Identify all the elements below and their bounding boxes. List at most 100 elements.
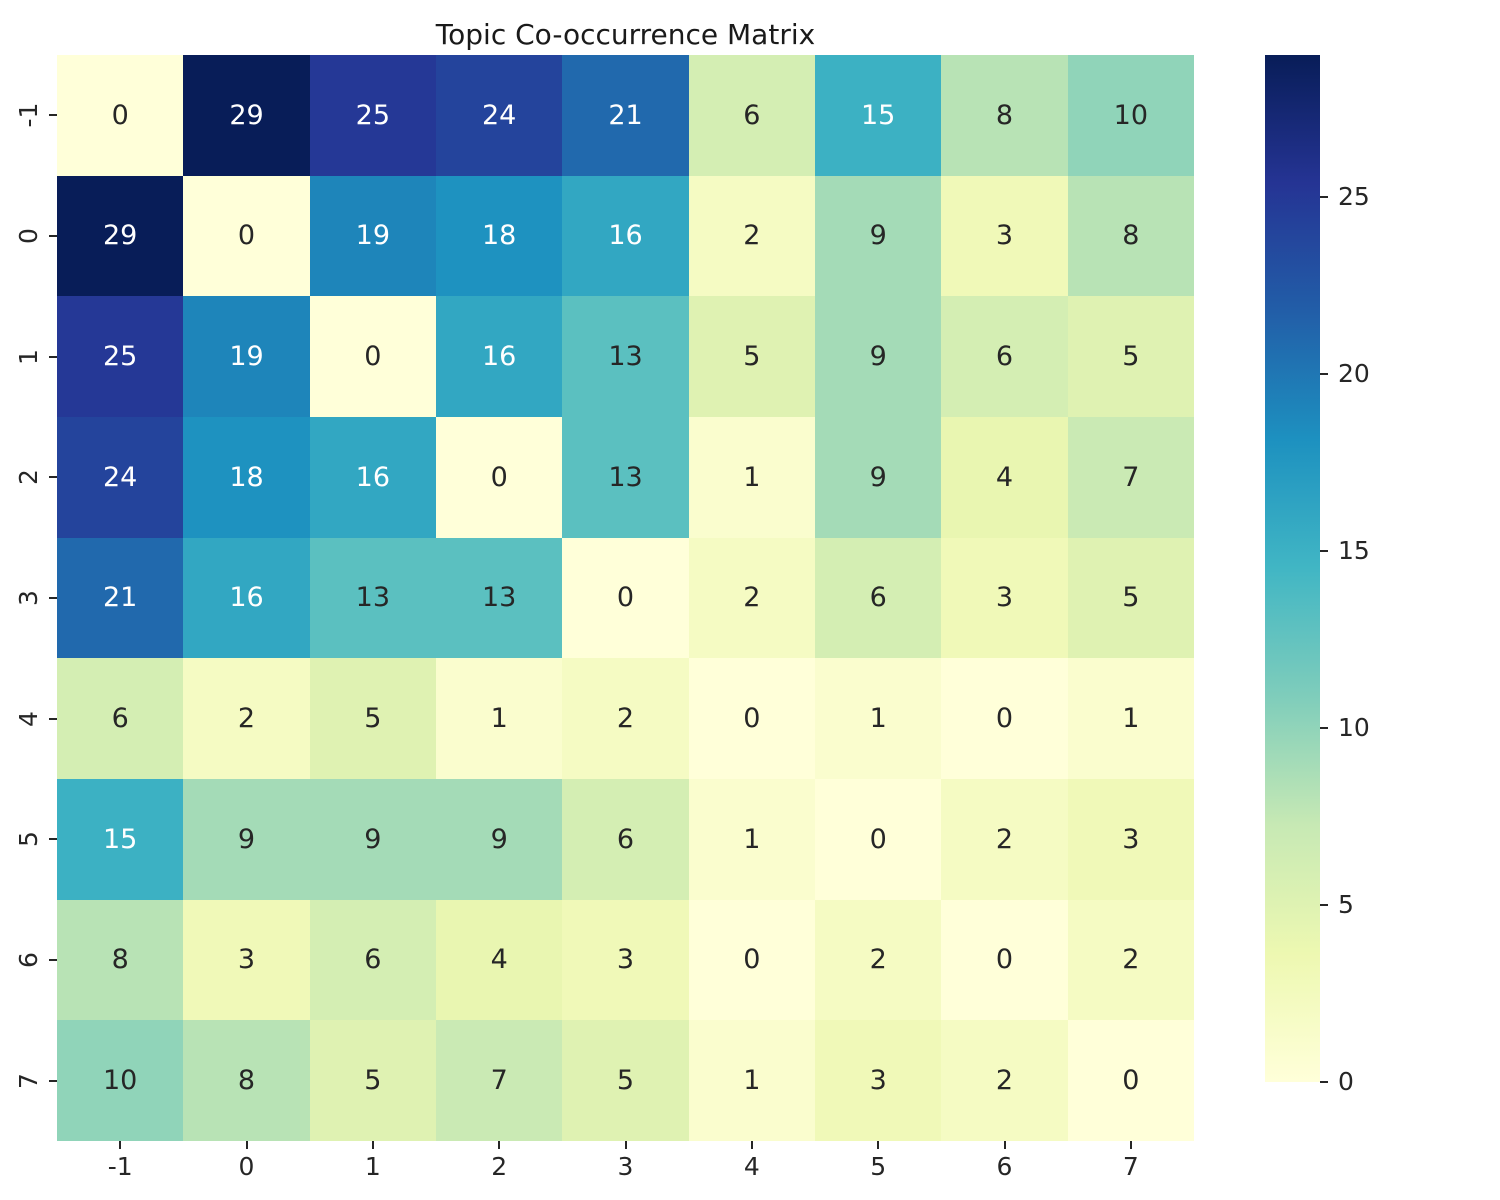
- cell-value: 13: [481, 582, 517, 614]
- cell-value: 29: [102, 220, 138, 252]
- cell-value: 1: [743, 1065, 761, 1097]
- heatmap-cell: 7: [1067, 416, 1194, 538]
- cell-value: 24: [481, 99, 517, 131]
- heatmap-cell: 10: [1067, 55, 1194, 176]
- cell-value: 0: [364, 341, 382, 373]
- colorbar-tick-label: 15: [1338, 535, 1370, 565]
- heatmap-cell: 0: [183, 175, 310, 297]
- colorbar-tick-label: 5: [1338, 889, 1354, 919]
- cell-value: 9: [364, 823, 382, 855]
- cell-value: 19: [355, 220, 390, 252]
- heatmap-cell: 2: [688, 537, 815, 659]
- y-tick-mark: [49, 838, 57, 841]
- heatmap-cell: 6: [941, 296, 1068, 417]
- x-tick-mark: [245, 1141, 248, 1149]
- heatmap-cell: 5: [309, 658, 436, 779]
- cell-value: 9: [869, 461, 887, 493]
- heatmap-cell: 0: [562, 537, 689, 659]
- cell-value: 6: [869, 582, 887, 614]
- heatmap-cell: 29: [57, 175, 184, 297]
- cell-value: 0: [743, 703, 761, 735]
- cell-value: 1: [869, 703, 887, 735]
- cell-value: 1: [490, 703, 508, 735]
- cell-value: 13: [355, 582, 390, 614]
- heatmap-cell: 16: [436, 296, 563, 417]
- x-tick-mark: [1003, 1141, 1006, 1149]
- y-tick-mark: [49, 1079, 57, 1082]
- cell-value: 0: [237, 220, 256, 252]
- cell-value: 24: [102, 461, 138, 493]
- cell-value: 16: [229, 582, 264, 614]
- heatmap-cell: 0: [309, 296, 436, 417]
- heatmap-cell: 21: [562, 55, 689, 176]
- heatmap-cell: 2: [1067, 899, 1194, 1021]
- heatmap-cell: 1: [1067, 658, 1194, 779]
- cell-value: 5: [616, 1065, 635, 1097]
- cell-value: 6: [743, 99, 761, 131]
- heatmap-cell: 8: [941, 55, 1068, 176]
- cell-value: 0: [616, 582, 635, 614]
- cell-value: 13: [608, 461, 643, 493]
- heatmap-cell: 0: [941, 899, 1068, 1021]
- heatmap-cell: 2: [688, 175, 815, 297]
- heatmap-cell: 16: [183, 537, 310, 659]
- cell-value: 25: [102, 341, 138, 373]
- heatmap-cell: 9: [309, 778, 436, 900]
- heatmap-cell: 25: [57, 296, 184, 417]
- y-axis-tick-label: 0: [13, 228, 43, 244]
- heatmap-cell: 4: [436, 899, 563, 1021]
- cell-value: 8: [111, 944, 129, 976]
- heatmap-cell: 6: [688, 55, 815, 176]
- cell-value: 6: [111, 703, 129, 735]
- heatmap-cell: 0: [436, 416, 563, 538]
- cell-value: 4: [490, 944, 508, 976]
- x-tick-mark: [119, 1141, 122, 1149]
- cell-value: 0: [1122, 1065, 1140, 1097]
- cell-value: 9: [490, 823, 508, 855]
- cell-value: 1: [1122, 703, 1140, 735]
- cell-value: 3: [995, 582, 1014, 614]
- heatmap-cell: 18: [183, 416, 310, 538]
- colorbar-tick-mark: [1320, 903, 1328, 906]
- x-axis-tick-label: 0: [238, 1152, 255, 1181]
- y-tick-mark: [49, 235, 57, 237]
- heatmap-cell: 8: [57, 899, 184, 1021]
- cell-value: 19: [229, 341, 264, 373]
- heatmap-cell: 18: [436, 175, 563, 297]
- heatmap-cell: 13: [562, 296, 689, 417]
- heatmap-cell: 13: [562, 416, 689, 538]
- cell-value: 0: [869, 823, 887, 855]
- cell-value: 0: [490, 461, 508, 493]
- heatmap-cell: 6: [562, 778, 689, 900]
- heatmap-cell: 8: [183, 1020, 310, 1141]
- heatmap-cell: 9: [436, 778, 563, 900]
- cell-value: 2: [995, 823, 1014, 855]
- cell-value: 5: [1122, 582, 1140, 614]
- heatmap-cell: 9: [183, 778, 310, 900]
- cell-value: 2: [237, 703, 256, 735]
- cell-value: 1: [743, 823, 761, 855]
- heatmap-cell: 2: [941, 1020, 1068, 1141]
- y-tick-mark: [49, 476, 57, 479]
- cell-value: 1: [743, 461, 761, 493]
- cell-value: 10: [102, 1065, 138, 1097]
- x-tick-mark: [371, 1141, 374, 1149]
- cell-value: 18: [481, 220, 517, 252]
- colorbar-tick-label: 20: [1338, 358, 1370, 388]
- cell-value: 5: [743, 341, 761, 373]
- x-axis-tick-label: 1: [364, 1152, 381, 1181]
- y-axis-tick-label: 6: [13, 952, 43, 968]
- heatmap-cell: 13: [436, 537, 563, 659]
- cell-value: 7: [490, 1065, 508, 1097]
- cell-value: 2: [616, 703, 635, 735]
- x-axis-tick-label: 6: [996, 1152, 1013, 1181]
- heatmap-cell: 0: [1067, 1020, 1194, 1141]
- heatmap-cell: 16: [309, 416, 436, 538]
- x-tick-mark: [498, 1141, 501, 1149]
- heatmap-cell: 6: [57, 658, 184, 779]
- heatmap-cell: 0: [688, 899, 815, 1021]
- cell-value: 8: [237, 1065, 256, 1097]
- heatmap-cell: 2: [183, 658, 310, 779]
- heatmap-cell: 29: [183, 55, 310, 176]
- cell-value: 2: [743, 220, 761, 252]
